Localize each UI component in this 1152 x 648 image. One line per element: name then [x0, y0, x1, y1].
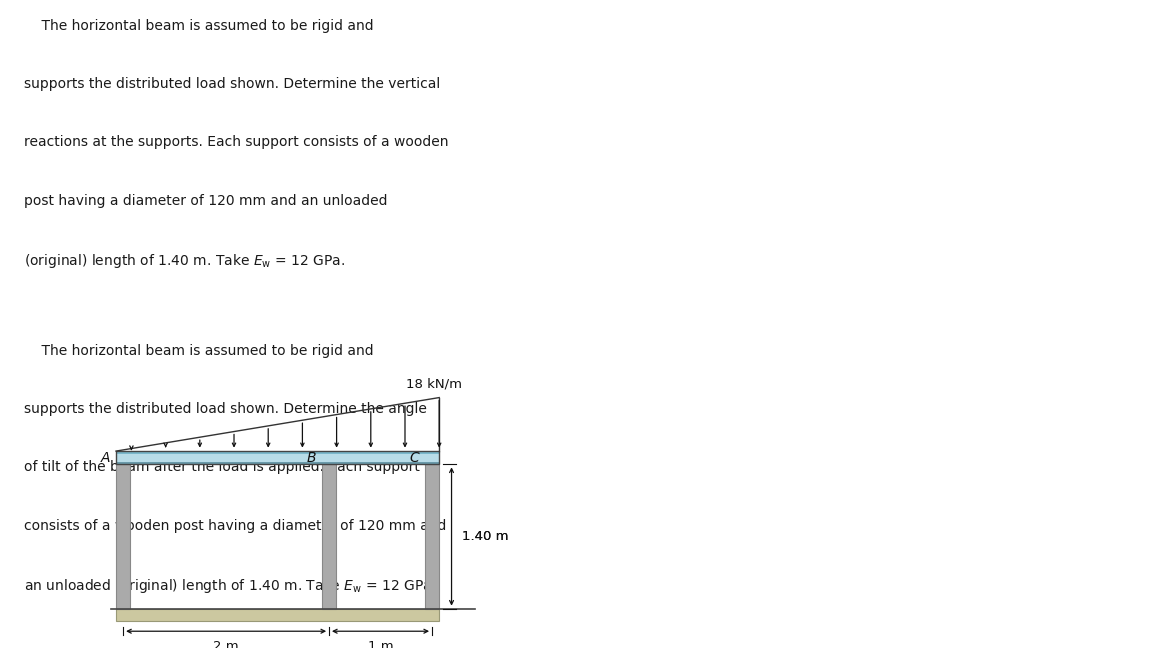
Bar — [116, 451, 439, 454]
Text: The horizontal beam is assumed to be rigid and: The horizontal beam is assumed to be rig… — [24, 19, 373, 33]
Bar — [116, 465, 130, 608]
Text: consists of a wooden post having a diameter of 120 mm and: consists of a wooden post having a diame… — [24, 518, 446, 533]
Bar — [116, 451, 439, 465]
Bar — [425, 465, 439, 608]
Text: 1.40 m: 1.40 m — [462, 530, 508, 543]
Text: supports the distributed load shown. Determine the angle: supports the distributed load shown. Det… — [24, 402, 427, 416]
Text: of tilt of the beam after the load is applied. Each support: of tilt of the beam after the load is ap… — [24, 461, 419, 474]
Text: supports the distributed load shown. Determine the vertical: supports the distributed load shown. Det… — [24, 77, 440, 91]
Text: reactions at the supports. Each support consists of a wooden: reactions at the supports. Each support … — [24, 135, 448, 149]
Text: B: B — [306, 451, 316, 465]
Text: A: A — [100, 451, 109, 465]
Bar — [116, 461, 439, 465]
Text: (original) length of 1.40 m. Take $E_\mathrm{w}$ = 12 GPa.: (original) length of 1.40 m. Take $E_\ma… — [24, 252, 346, 270]
Text: an unloaded (original) length of 1.40 m. Take $E_\mathrm{w}$ = 12 GPa.: an unloaded (original) length of 1.40 m.… — [24, 577, 435, 595]
Bar — [116, 454, 439, 461]
Text: C: C — [410, 451, 419, 465]
Bar — [116, 608, 439, 621]
Bar — [321, 465, 336, 608]
Text: post having a diameter of 120 mm and an unloaded: post having a diameter of 120 mm and an … — [24, 194, 387, 207]
Text: The horizontal beam is assumed to be rigid and: The horizontal beam is assumed to be rig… — [24, 344, 373, 358]
Text: 1.40 m: 1.40 m — [462, 530, 508, 543]
Text: 1 m: 1 m — [367, 640, 393, 648]
Text: 2 m: 2 m — [213, 640, 238, 648]
Text: 18 kN/m: 18 kN/m — [406, 377, 462, 390]
